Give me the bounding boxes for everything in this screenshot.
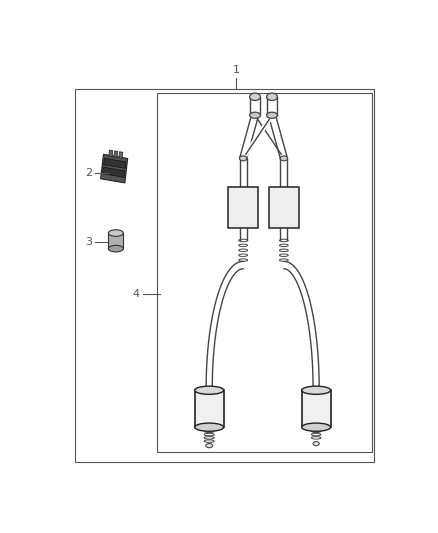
Text: 2: 2: [85, 168, 92, 177]
Ellipse shape: [313, 441, 319, 446]
Ellipse shape: [250, 93, 261, 101]
Ellipse shape: [240, 156, 247, 161]
Ellipse shape: [302, 423, 331, 431]
Bar: [156, 93, 372, 452]
Bar: [195, 390, 224, 427]
Text: 1: 1: [233, 66, 240, 76]
Ellipse shape: [195, 386, 224, 394]
Ellipse shape: [108, 245, 124, 252]
Ellipse shape: [267, 93, 277, 101]
Text: 3: 3: [85, 238, 92, 247]
Ellipse shape: [280, 156, 288, 161]
Ellipse shape: [267, 112, 277, 118]
Bar: [75, 88, 374, 462]
Bar: [104, 158, 126, 168]
Bar: [228, 187, 258, 228]
Bar: [109, 150, 113, 157]
Bar: [114, 151, 118, 158]
Bar: [302, 390, 331, 427]
Bar: [119, 152, 123, 158]
Bar: [102, 167, 125, 177]
Bar: [268, 187, 299, 228]
Ellipse shape: [206, 443, 212, 448]
Ellipse shape: [250, 112, 261, 118]
Text: 4: 4: [133, 289, 140, 299]
Ellipse shape: [195, 423, 224, 431]
Bar: [101, 155, 127, 183]
Ellipse shape: [108, 230, 124, 236]
Ellipse shape: [302, 386, 331, 394]
Bar: [108, 233, 124, 248]
